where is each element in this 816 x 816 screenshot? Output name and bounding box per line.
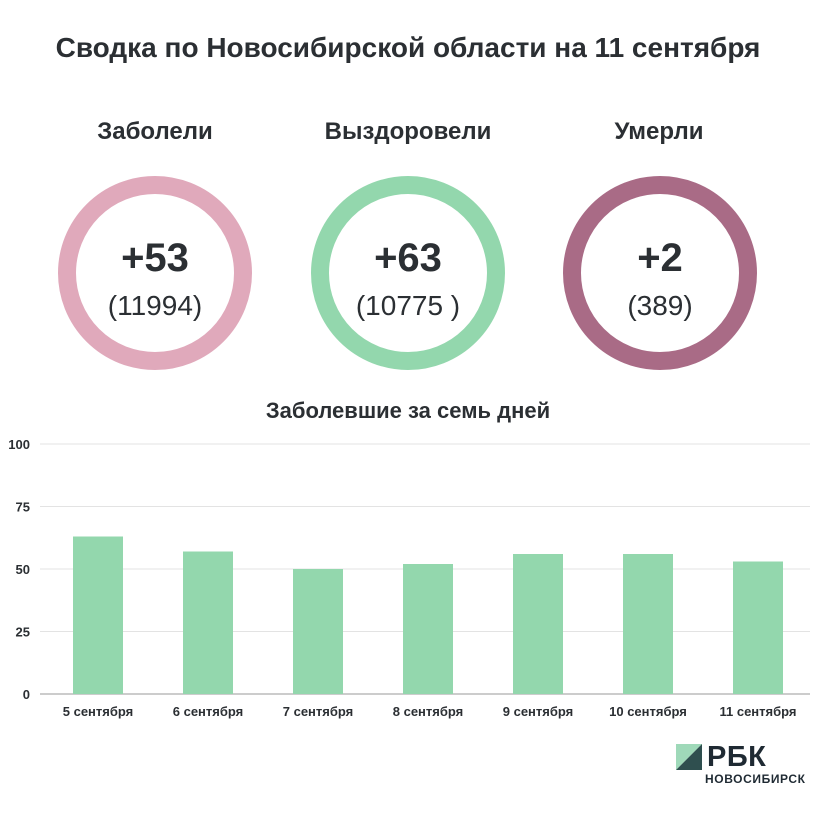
y-tick-label: 100 — [8, 437, 30, 452]
x-tick-label: 8 сентября — [393, 704, 464, 719]
y-tick-label: 25 — [16, 625, 30, 640]
logo-region: НОВОСИБИРСК — [705, 772, 806, 786]
stat-recovered: Выздоровели — [298, 118, 518, 146]
infected-ring: +53 (11994) — [58, 176, 252, 370]
page-title: Сводка по Новосибирской области на 11 се… — [55, 32, 761, 63]
stat-infected-label: Заболели — [97, 118, 213, 145]
rbc-logo: РБК НОВОСИБИРСК — [676, 741, 812, 786]
x-tick-label: 5 сентября — [63, 704, 134, 719]
recovered-total: (10775 ) — [355, 290, 461, 321]
deaths-total: (389) — [627, 290, 693, 321]
x-tick-label: 6 сентября — [173, 704, 244, 719]
y-tick-label: 0 — [23, 687, 30, 702]
bar — [623, 554, 673, 694]
x-tick-label: 7 сентября — [283, 704, 354, 719]
deaths-ring: +2 (389) — [563, 176, 757, 370]
infected-total: (11994) — [107, 290, 203, 321]
bar — [183, 551, 233, 694]
x-tick-label: 10 сентября — [609, 704, 687, 719]
bar-chart: 0 25 50 75 100 5 сентября 6 сентября 7 сентября… — [8, 437, 810, 719]
y-tick-label: 75 — [16, 500, 30, 515]
bar — [403, 564, 453, 694]
bar — [293, 569, 343, 694]
rbc-logo-icon — [676, 744, 702, 770]
y-tick-label: 50 — [16, 562, 30, 577]
recovered-ring: +63 (10775 ) — [311, 176, 505, 370]
bar — [513, 554, 563, 694]
recovered-value: +63 — [374, 236, 442, 280]
deaths-value: +2 — [637, 236, 683, 280]
infected-value: +53 — [121, 236, 189, 280]
x-tick-label: 9 сентября — [503, 704, 574, 719]
bar — [733, 561, 783, 694]
stat-recovered-label: Выздоровели — [324, 118, 492, 145]
stat-deaths: Умерли — [549, 118, 769, 146]
chart-title: Заболевшие за семь дней — [265, 398, 551, 423]
stat-infected: Заболели — [45, 118, 265, 146]
logo-name: РБК — [707, 741, 767, 773]
bar — [73, 536, 123, 694]
x-tick-label: 11 сентября — [719, 704, 796, 719]
stat-deaths-label: Умерли — [614, 118, 704, 145]
